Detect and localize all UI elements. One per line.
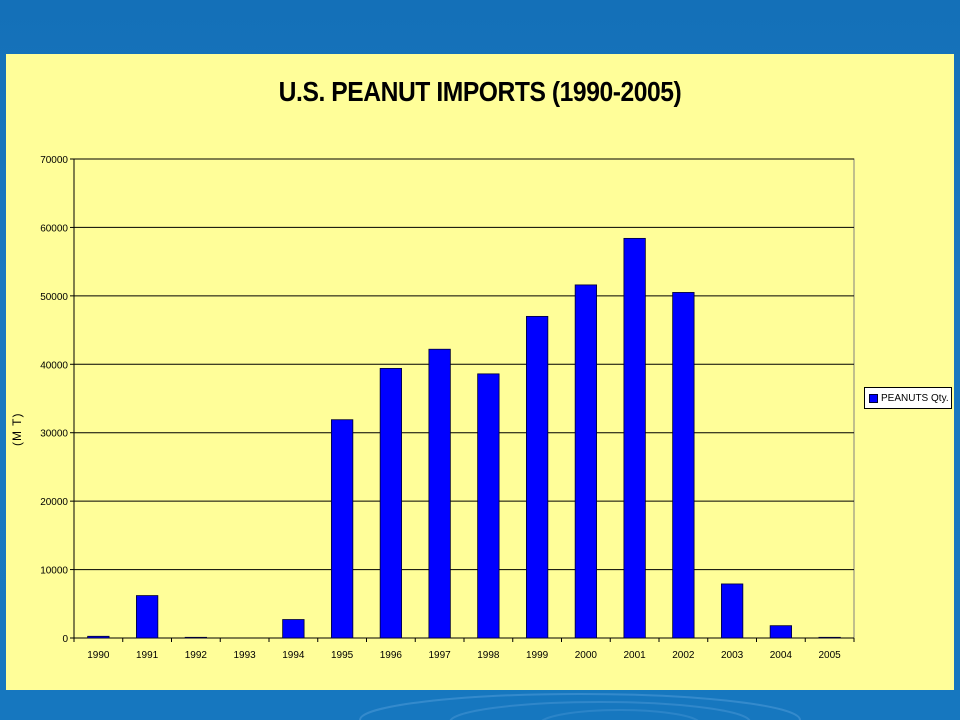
y-tick-label: 10000 <box>40 566 68 577</box>
x-tick-label: 1994 <box>282 650 305 661</box>
y-tick-label: 70000 <box>40 155 68 166</box>
y-tick-label: 50000 <box>40 292 68 303</box>
bar-1992 <box>184 636 207 639</box>
x-tick-label: 1991 <box>136 650 159 661</box>
x-tick-label: 2003 <box>721 650 744 661</box>
x-tick-label: 1990 <box>87 650 110 661</box>
bar-1991 <box>135 595 159 639</box>
x-tick-label: 2004 <box>770 650 793 661</box>
chart-panel: U.S. PEANUT IMPORTS (1990-2005) 0 10000 20… <box>6 54 954 690</box>
legend: PEANUTS Qty. <box>864 387 952 409</box>
plot-area <box>73 158 855 639</box>
bar-1997 <box>428 348 451 639</box>
x-tick-label: 2002 <box>672 650 695 661</box>
x-tick-label: 1997 <box>429 650 452 661</box>
y-tick-label: 60000 <box>40 223 68 234</box>
x-tick-label: 1993 <box>234 650 257 661</box>
x-tick-label: 1998 <box>477 650 500 661</box>
bar-1990 <box>87 635 110 639</box>
bar-1999 <box>526 315 549 639</box>
x-tick-label: 1992 <box>185 650 208 661</box>
bar-1995 <box>330 419 354 639</box>
bar-chart: 0 10000 20000 30000 40000 50000 60000 70000 1990… <box>40 155 855 661</box>
bar-2001 <box>623 237 646 639</box>
bar-1998 <box>477 373 500 639</box>
x-tick-label: 2000 <box>575 650 598 661</box>
y-tick-label: 20000 <box>40 497 68 508</box>
legend-swatch <box>869 393 878 403</box>
y-tick-label: 30000 <box>40 429 68 440</box>
x-tick-label: 1995 <box>331 650 354 661</box>
decorative-swirl <box>359 693 801 720</box>
bar-1994 <box>282 619 305 639</box>
legend-label: PEANUTS Qty. <box>881 392 949 404</box>
bar-2000 <box>574 284 598 639</box>
y-tick-label: 40000 <box>40 360 68 371</box>
y-tick-label: 0 <box>62 634 68 645</box>
bar-1996 <box>379 367 402 639</box>
y-axis-label: (M T) <box>10 412 24 446</box>
bar-2004 <box>769 625 793 639</box>
x-tick-label: 1996 <box>380 650 403 661</box>
x-tick-label: 2001 <box>624 650 647 661</box>
bar-2005 <box>818 636 841 639</box>
bar-2003 <box>721 583 744 639</box>
x-tick-label: 1999 <box>526 650 549 661</box>
chart-title: U.S. PEANUT IMPORTS (1990-2005) <box>278 76 682 107</box>
x-tick-label: 2005 <box>819 650 842 661</box>
bar-2002 <box>672 292 695 639</box>
